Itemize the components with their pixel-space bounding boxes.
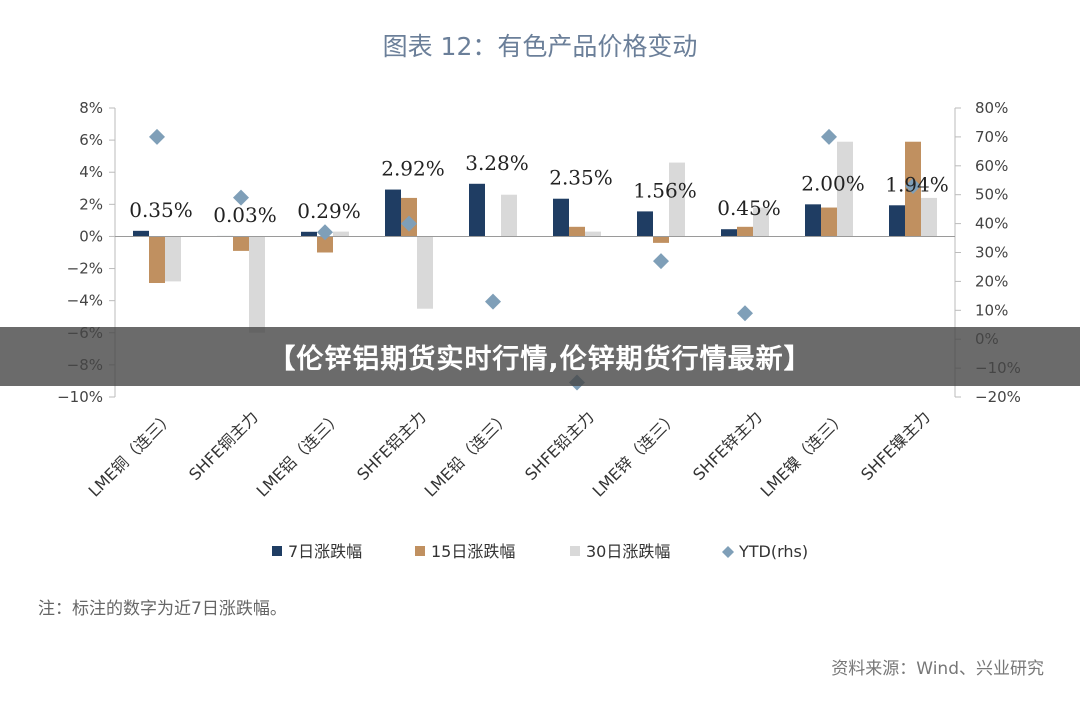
ytd-marker <box>149 128 165 145</box>
ytd-marker <box>401 215 417 232</box>
right-tick-label: 70% <box>975 128 1008 146</box>
ytd-marker <box>737 305 753 322</box>
bar <box>553 198 569 237</box>
bar <box>385 189 401 237</box>
x-tick-label: SHFE铝主力 <box>353 407 430 484</box>
ytd-marker <box>653 253 669 270</box>
legend-label: 30日涨跌幅 <box>586 542 670 561</box>
left-tick-label: 4% <box>79 163 103 181</box>
bar <box>149 236 165 284</box>
bar <box>133 230 149 237</box>
bar <box>417 236 433 309</box>
right-tick-label: 30% <box>975 244 1008 262</box>
chart-title: 图表 12：有色产品价格变动 <box>383 32 698 61</box>
bar <box>737 226 753 237</box>
right-tick-label: 40% <box>975 215 1008 233</box>
data-label: 2.92% <box>381 157 445 181</box>
bar <box>721 229 737 237</box>
left-tick-label: −10% <box>57 388 103 406</box>
bars <box>133 141 937 333</box>
x-tick-label: LME锌（连三） <box>589 407 682 500</box>
ytd-markers <box>149 128 921 391</box>
bar <box>569 226 585 237</box>
legend-marker-ytd <box>722 546 734 558</box>
left-tick-label: −2% <box>67 260 103 278</box>
legend-label: 15日涨跌幅 <box>431 542 515 561</box>
ytd-marker <box>317 224 333 241</box>
left-tick-label: 6% <box>79 131 103 149</box>
bar <box>753 207 769 237</box>
x-tick-label: SHFE铅主力 <box>521 407 598 484</box>
right-tick-label: 10% <box>975 301 1008 319</box>
left-tick-label: 2% <box>79 195 103 213</box>
data-label: 1.94% <box>885 172 949 196</box>
x-tick-label: LME镍（连三） <box>757 407 850 500</box>
bar <box>501 194 517 237</box>
bar <box>469 183 485 237</box>
banner-text: 【伦锌铝期货实时行情,伦锌期货行情最新】 <box>268 344 812 375</box>
bar <box>165 236 181 282</box>
right-axis: 80%70%60%50%40%30%20%10%0%−10%−20% <box>954 99 1021 406</box>
right-tick-label: 80% <box>975 99 1008 117</box>
x-tick-label: LME铝（连三） <box>253 407 346 500</box>
ytd-marker <box>905 178 921 195</box>
data-label: 2.35% <box>549 166 613 190</box>
bar <box>301 231 317 237</box>
x-tick-label: SHFE镍主力 <box>857 407 934 484</box>
legend: 7日涨跌幅 15日涨跌幅 30日涨跌幅 YTD(rhs) <box>272 542 808 561</box>
x-tick-label: SHFE铜主力 <box>185 407 262 484</box>
bar <box>837 141 853 237</box>
bar <box>805 204 821 237</box>
bar <box>653 236 669 243</box>
bar <box>921 197 937 237</box>
bar <box>333 231 349 237</box>
bar <box>889 205 905 237</box>
right-tick-label: 50% <box>975 186 1008 204</box>
legend-swatch <box>272 546 282 556</box>
bar <box>669 162 685 237</box>
legend-label: 7日涨跌幅 <box>288 542 362 561</box>
x-tick-label: LME铜（连三） <box>85 407 178 500</box>
legend-swatch <box>570 546 580 556</box>
data-labels: 0.35% 0.03% 0.29% 2.92% 3.28% 2.35% 1.56% 0.45%… <box>129 151 949 227</box>
title-banner: 【伦锌铝期货实时行情,伦锌期货行情最新】 <box>0 327 1080 386</box>
x-tick-label: LME铅（连三） <box>421 407 514 500</box>
bar <box>249 236 265 333</box>
right-tick-label: −20% <box>975 388 1021 406</box>
bar <box>821 207 837 237</box>
left-tick-label: 0% <box>79 227 103 245</box>
legend-label: YTD(rhs) <box>738 542 808 561</box>
data-label: 0.35% <box>129 198 193 222</box>
data-label: 0.45% <box>717 196 781 220</box>
legend-swatch <box>415 546 425 556</box>
data-label: 3.28% <box>465 151 529 175</box>
ytd-marker <box>485 293 501 310</box>
ytd-marker <box>821 128 837 145</box>
bar <box>637 211 653 237</box>
left-tick-label: −4% <box>67 292 103 310</box>
bar <box>585 231 601 237</box>
right-tick-label: 20% <box>975 272 1008 290</box>
chart-source: 资料来源：Wind、兴业研究 <box>831 659 1044 679</box>
right-tick-label: 60% <box>975 157 1008 175</box>
bar <box>233 236 249 251</box>
left-tick-label: 8% <box>79 99 103 117</box>
data-label: 2.00% <box>801 171 865 195</box>
data-label: 0.03% <box>213 203 277 227</box>
ytd-marker <box>233 189 249 206</box>
data-label: 1.56% <box>633 178 697 202</box>
x-tick-label: SHFE锌主力 <box>689 407 766 484</box>
bar <box>317 236 333 253</box>
data-label: 0.29% <box>297 199 361 223</box>
chart-note: 注：标注的数字为近7日涨跌幅。 <box>38 599 287 619</box>
